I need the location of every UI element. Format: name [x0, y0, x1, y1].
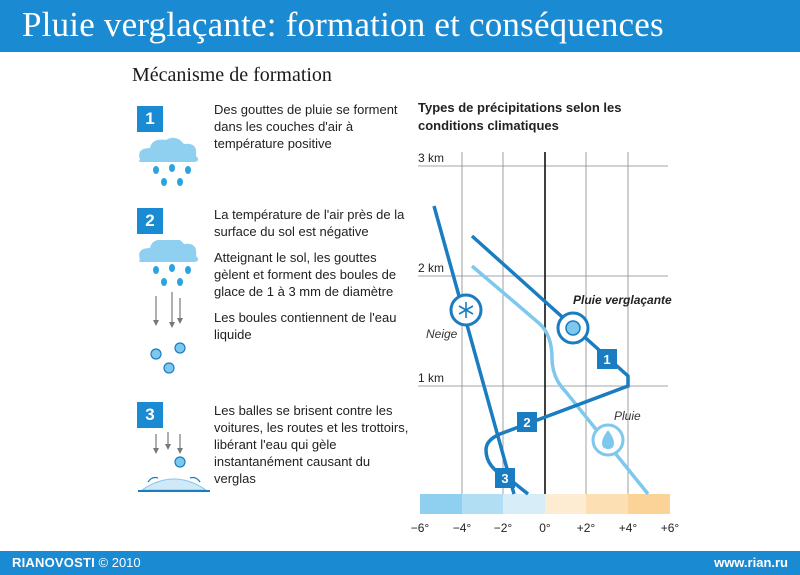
altitude-label-1km: 1 km	[418, 371, 444, 385]
path-marker-1-box	[597, 349, 617, 369]
footer-bar: RIANOVOSTI © 2010 www.rian.ru	[0, 551, 800, 575]
page-title: Pluie verglaçante: formation et conséque…	[22, 5, 664, 44]
altitude-label-2km: 2 km	[418, 261, 444, 275]
freezing-drop-icon	[556, 311, 590, 345]
altitude-label-3km: 3 km	[418, 151, 444, 165]
brand-logo: RIANOVOSTI	[12, 555, 95, 570]
precipitation-diagram: Types de précipitations selon les condit…	[411, 100, 680, 535]
temp-tick-0: 0°	[539, 521, 551, 535]
temp-tick-minus4: −4°	[453, 521, 472, 535]
step-3-badge: 3	[137, 402, 163, 428]
ice-ground-icon	[138, 432, 210, 492]
rain-cloud-icon	[138, 137, 199, 186]
freezing-drops-icon	[138, 240, 199, 374]
step-2-text-b: Atteignant le sol, les gouttes gèlent et…	[214, 250, 397, 299]
path-marker-2-box	[517, 412, 537, 432]
temp-tick-plus6: +6°	[661, 521, 680, 535]
temp-tick-minus6: −6°	[411, 521, 430, 535]
freezing-rain-label: Pluie verglaçante	[573, 293, 672, 307]
path-marker-3: 3	[501, 471, 508, 486]
step-1-text: Des gouttes de pluie se forment dans les…	[214, 102, 398, 151]
path-marker-1: 1	[603, 352, 610, 367]
step-2-text-c: Les boules contiennent de l'eau liquide	[214, 310, 397, 342]
snowflake-icon	[449, 293, 483, 327]
rain-profile-line	[470, 264, 650, 496]
snow-profile-line	[432, 205, 516, 495]
temp-tick-minus2: −2°	[494, 521, 513, 535]
path-marker-2: 2	[523, 415, 530, 430]
copyright-year: © 2010	[98, 555, 141, 570]
footer-brand: RIANOVOSTI © 2010	[12, 555, 141, 570]
step-2-badge: 2	[137, 208, 163, 234]
rain-label: Pluie	[614, 409, 641, 423]
footer-site-link[interactable]: www.rian.ru	[714, 555, 788, 570]
chart-title-line2: conditions climatiques	[418, 118, 559, 133]
chart-title-line1: Types de précipitations selon les	[418, 100, 622, 115]
step-2-text-a: La température de l'air près de la surfa…	[214, 207, 405, 239]
path-marker-3-box	[495, 468, 515, 488]
temp-tick-plus4: +4°	[619, 521, 638, 535]
raindrop-icon	[591, 423, 625, 457]
snow-label: Neige	[426, 327, 458, 341]
step-1-badge: 1	[137, 106, 163, 132]
step-3-text: Les balles se brisent contre les voiture…	[214, 403, 409, 486]
header-bar: Pluie verglaçante: formation et conséque…	[0, 0, 800, 52]
temperature-scale	[420, 494, 670, 514]
temp-tick-plus2: +2°	[577, 521, 596, 535]
section-subtitle: Mécanisme de formation	[132, 64, 332, 86]
altitude-gridlines	[418, 165, 668, 387]
